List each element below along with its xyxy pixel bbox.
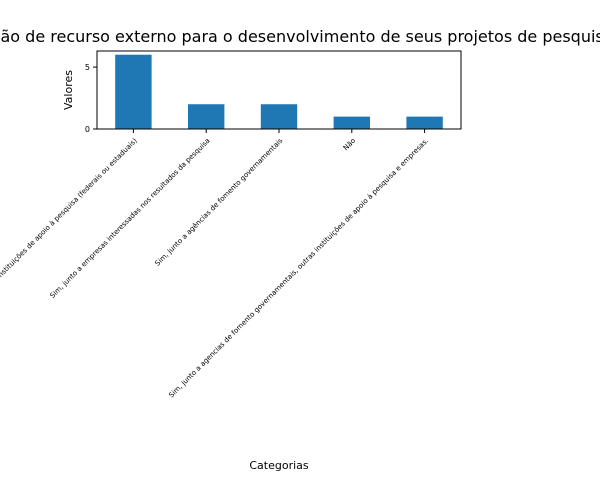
y-tick-label-1: 0 xyxy=(85,125,90,134)
x-tick-label-5: Sim, junto a agencias de fomento governa… xyxy=(167,137,430,400)
chart-title: Captação de recurso externo para o desen… xyxy=(0,27,600,46)
bar-4 xyxy=(333,116,370,129)
x-tick-label-2: Sim, junto a empresas interessadas nos r… xyxy=(48,137,211,300)
bar-5 xyxy=(406,116,443,129)
y-ticks-group: 05 xyxy=(85,63,97,134)
x-tick-label-3: Sim, junto a agências de fomento governa… xyxy=(154,137,285,268)
x-ticks-group: Sim, junto a outras instituições de apoi… xyxy=(0,129,430,399)
x-axis-label: Categorias xyxy=(249,459,309,472)
bar-1 xyxy=(115,54,152,129)
y-axis-label: Valores xyxy=(62,70,75,110)
bars-group xyxy=(115,54,443,129)
plot-frame xyxy=(96,50,462,130)
y-tick-label-2: 5 xyxy=(85,63,90,72)
bar-2 xyxy=(188,104,225,129)
bar-3 xyxy=(260,104,298,129)
x-tick-label-4: Não xyxy=(342,137,357,152)
